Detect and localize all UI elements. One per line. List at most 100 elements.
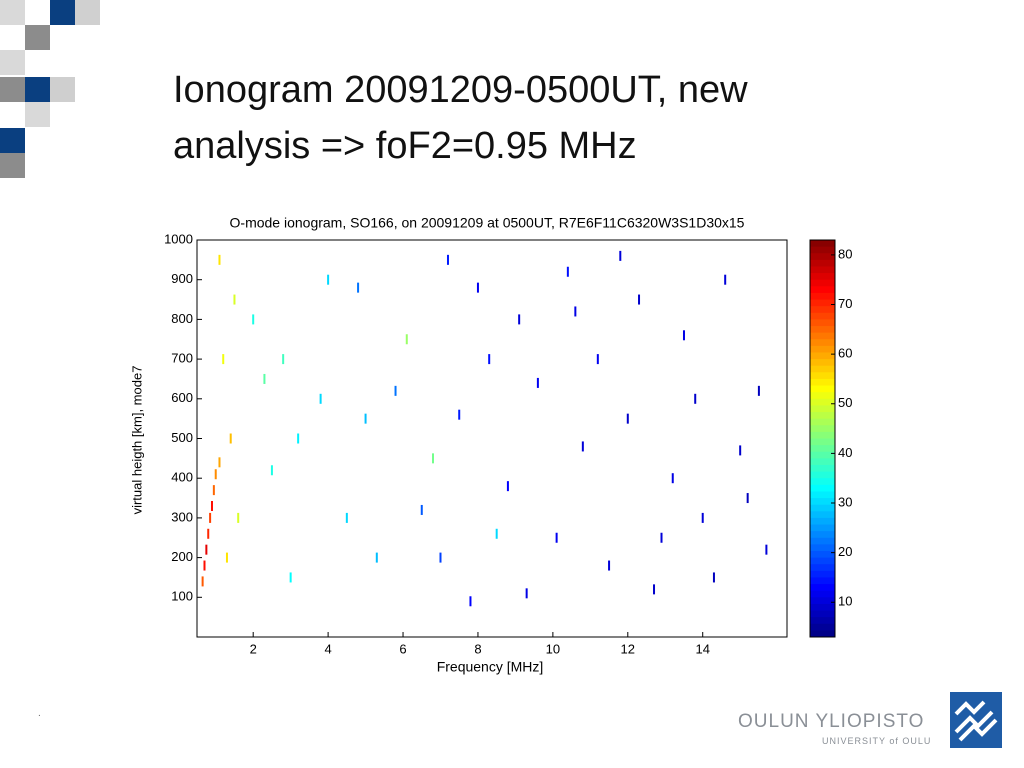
colorbar-strip xyxy=(810,491,835,499)
title-line: analysis => foF2=0.95 MHz xyxy=(173,125,637,167)
plot-frame xyxy=(196,239,788,638)
echo-point xyxy=(518,314,521,325)
colorbar-strip xyxy=(810,577,835,585)
y-tick-label: 100 xyxy=(171,589,193,604)
colorbar-strip xyxy=(810,537,835,545)
colorbar-strip xyxy=(810,451,835,459)
echo-point xyxy=(476,282,479,293)
colorbar-strip xyxy=(810,253,835,261)
colorbar-strip xyxy=(810,398,835,406)
echo-point xyxy=(218,457,221,468)
echo-point xyxy=(566,266,569,277)
footer-dot: . xyxy=(38,708,41,719)
echo-point xyxy=(327,274,330,285)
echo-point xyxy=(297,433,300,444)
decor-squares xyxy=(0,0,100,178)
y-tick-label: 600 xyxy=(171,390,193,405)
colorbar-strip xyxy=(810,517,835,526)
colorbar-strip xyxy=(810,617,835,625)
echo-point xyxy=(626,413,629,424)
colorbar-strip xyxy=(810,412,835,420)
echo-point xyxy=(757,385,760,396)
y-tick-label: 700 xyxy=(171,351,193,366)
colorbar-strip xyxy=(810,378,835,387)
colorbar-strip xyxy=(810,246,835,254)
colorbar-strip xyxy=(810,292,835,301)
colorbar-strip xyxy=(810,603,835,612)
echo-point xyxy=(712,572,715,583)
echo-point xyxy=(201,576,204,587)
echo-point xyxy=(405,334,408,345)
colorbar-tick-label: 70 xyxy=(838,296,852,311)
x-tick-label: 8 xyxy=(474,641,481,656)
echo-point xyxy=(765,544,768,555)
slide-title: Ionogram 20091209-0500UT, new analysis =… xyxy=(173,62,748,174)
echo-point xyxy=(746,493,749,504)
colorbar-frame xyxy=(809,239,836,638)
colorbar-strip xyxy=(810,630,835,638)
echo-point xyxy=(724,274,727,285)
x-tick-label: 4 xyxy=(324,641,331,656)
echo-point xyxy=(252,314,255,325)
colorbar-strip xyxy=(810,365,835,373)
university-name-en: UNIVERSITY of OULU xyxy=(822,736,932,746)
y-tick-label: 300 xyxy=(171,509,193,524)
colorbar-strip xyxy=(810,299,835,307)
echo-point xyxy=(233,294,236,305)
colorbar-strip xyxy=(810,431,835,439)
colorbar-strip xyxy=(810,385,835,393)
echo-point xyxy=(432,453,434,464)
colorbar-strip xyxy=(810,359,835,367)
colorbar-strip xyxy=(810,306,835,314)
echo-point xyxy=(469,596,472,607)
echo-point xyxy=(357,282,360,293)
echo-point xyxy=(536,377,539,388)
ionogram: O-mode ionogram, SO166, on 20091209 at 0… xyxy=(129,215,852,675)
colorbar-tick-label: 80 xyxy=(838,246,852,261)
colorbar-strip xyxy=(810,590,835,598)
x-axis-label: Frequency [MHz] xyxy=(437,659,544,675)
echo-point xyxy=(214,469,217,480)
echo-point xyxy=(218,254,221,265)
colorbar-tick-label: 30 xyxy=(838,494,852,509)
colorbar-strip xyxy=(810,471,835,479)
echo-point xyxy=(555,532,558,543)
echo-point xyxy=(619,250,622,261)
y-tick-label: 800 xyxy=(171,311,193,326)
echo-point xyxy=(207,528,210,539)
colorbar-strip xyxy=(810,531,835,539)
colorbar-strip xyxy=(810,524,835,532)
echo-point xyxy=(270,465,273,476)
colorbar-strip xyxy=(810,345,835,353)
colorbar-strip xyxy=(810,372,835,380)
echo-point xyxy=(574,306,577,317)
colorbar-strip xyxy=(810,464,835,473)
echo-point xyxy=(237,512,240,523)
echo-point xyxy=(660,532,663,543)
title-line: Ionogram 20091209-0500UT, new xyxy=(173,69,748,111)
echo-point xyxy=(289,572,292,583)
colorbar-tick-label: 60 xyxy=(838,346,852,361)
y-tick-label: 400 xyxy=(171,470,193,485)
echo-point xyxy=(439,552,442,563)
colorbar-strip xyxy=(810,511,835,519)
colorbar-strip xyxy=(810,544,835,552)
echo-point xyxy=(682,330,685,341)
y-tick-label: 500 xyxy=(171,430,193,445)
echo-point xyxy=(525,588,528,599)
x-tick-label: 6 xyxy=(399,641,406,656)
colorbar-strip xyxy=(810,610,835,618)
echo-point xyxy=(345,512,348,523)
echo-point xyxy=(209,512,212,523)
colorbar-strip xyxy=(810,557,835,565)
colorbar-strip xyxy=(810,564,835,572)
colorbar-strip xyxy=(810,326,835,334)
chart-title: O-mode ionogram, SO166, on 20091209 at 0… xyxy=(230,215,745,231)
echo-point xyxy=(638,294,641,305)
echo-point xyxy=(739,445,742,456)
echo-point xyxy=(229,433,232,444)
echo-point xyxy=(608,560,611,571)
echo-point xyxy=(212,485,215,496)
echo-point xyxy=(671,473,674,484)
